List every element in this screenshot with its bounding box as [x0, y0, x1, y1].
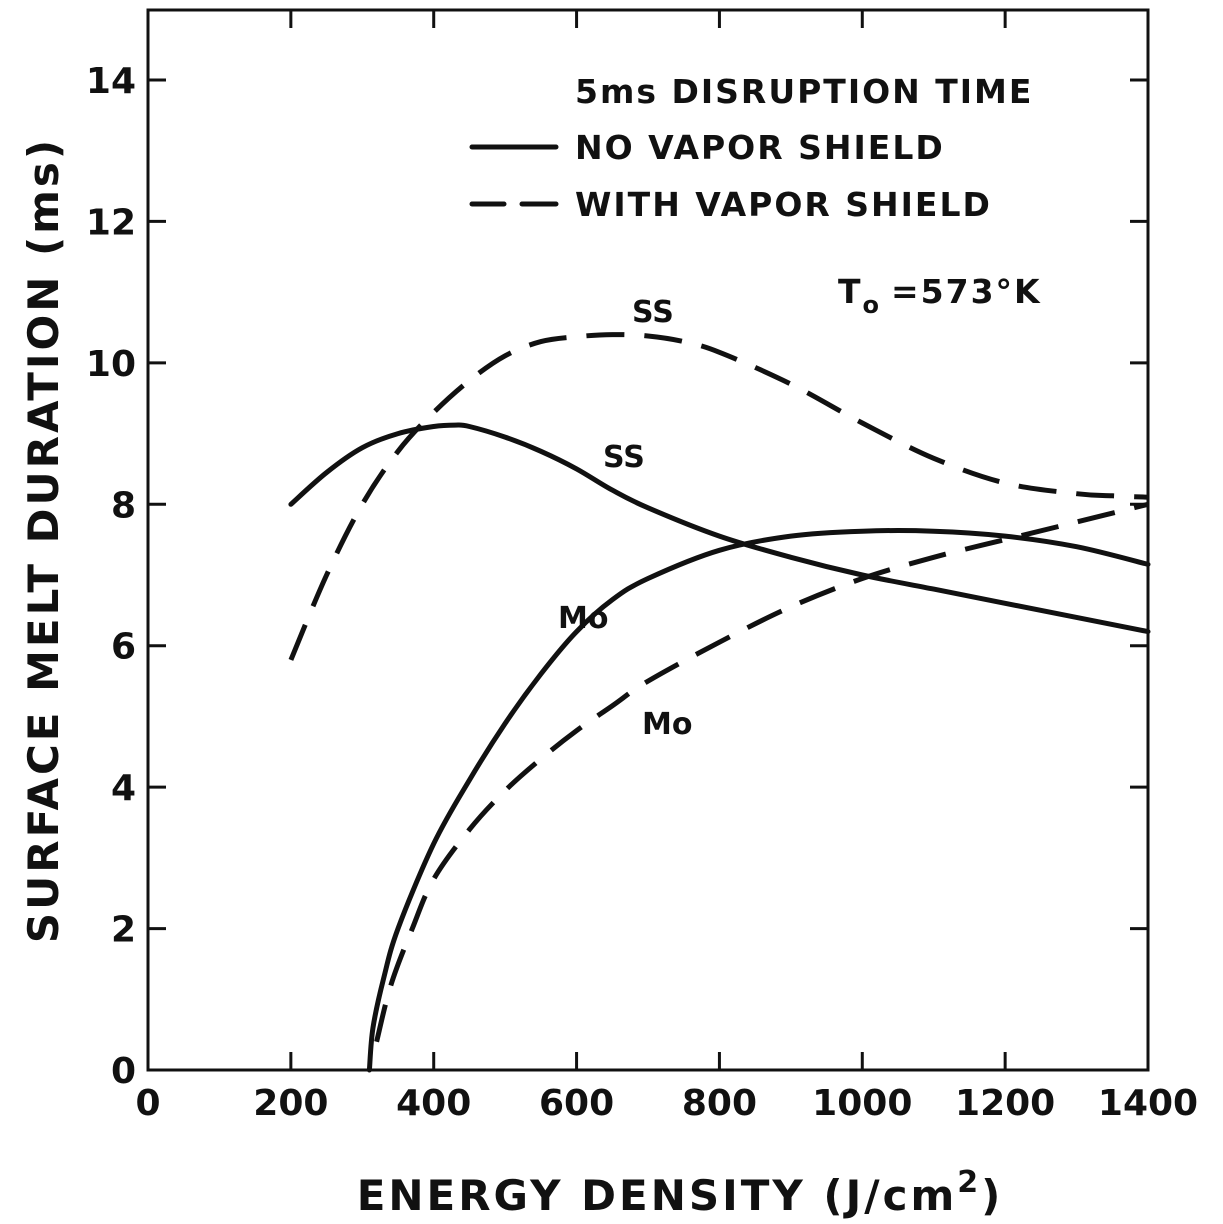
series-label-ss-solid: SS	[603, 440, 645, 475]
x-tick-label-600: 600	[539, 1083, 614, 1124]
x-tick-label-1400: 1400	[1098, 1083, 1198, 1124]
y-tick-label-6: 6	[111, 627, 136, 668]
x-axis-title: ENERGY DENSITY (J/cm2)	[357, 1165, 1004, 1220]
y-tick-label-10: 10	[86, 344, 136, 385]
x-tick-label-800: 800	[682, 1083, 757, 1124]
x-axis-title-main: ENERGY DENSITY (J/cm	[357, 1171, 958, 1220]
tick-labels: 0 200 400 600 800 1000 1200 1400 0 2 4 6 8 10 12 14	[86, 61, 1198, 1124]
legend-entry-solid: NO VAPOR SHIELD	[575, 128, 945, 167]
x-tick-label-1200: 1200	[955, 1083, 1055, 1124]
y-axis-title: SURFACE MELT DURATION (ms)	[19, 137, 68, 943]
y-tick-label-2: 2	[111, 910, 136, 951]
x-axis-title-close: )	[981, 1171, 1003, 1220]
x-tick-label-0: 0	[135, 1083, 160, 1124]
series-mo-solid-line	[366, 528, 1151, 1073]
legend-heading: 5ms DISRUPTION TIME	[575, 72, 1033, 111]
series-mo-dashed-line	[374, 501, 1149, 1043]
y-tick-label-8: 8	[111, 485, 136, 526]
y-tick-label-0: 0	[111, 1051, 136, 1092]
series-ss-dashed-line	[288, 332, 1149, 661]
temperature-symbol: T	[838, 272, 863, 311]
series-label-ss-dashed: SS	[632, 295, 674, 330]
temperature-value: =573°K	[891, 272, 1042, 311]
series-ss-solid-line	[288, 422, 1151, 635]
y-tick-label-12: 12	[86, 202, 136, 243]
temperature-annotation: To =573°K	[838, 272, 1042, 319]
series-label-mo-dashed: Mo	[642, 707, 692, 742]
temperature-subscript: o	[863, 291, 882, 319]
plot-frame	[146, 8, 1150, 1072]
y-tick-label-14: 14	[86, 61, 136, 102]
legend: 5ms DISRUPTION TIME NO VAPOR SHIELD WITH…	[469, 72, 1033, 224]
legend-entry-dashed: WITH VAPOR SHIELD	[575, 185, 992, 224]
curves	[288, 332, 1151, 1073]
y-tick-label-4: 4	[111, 768, 136, 809]
x-tick-label-400: 400	[396, 1083, 471, 1124]
axis-ticks	[148, 10, 1148, 1070]
x-axis-title-superscript: 2	[957, 1165, 981, 1200]
x-tick-label-200: 200	[253, 1083, 328, 1124]
x-tick-label-1000: 1000	[812, 1083, 912, 1124]
series-label-mo-solid: Mo	[558, 601, 608, 636]
